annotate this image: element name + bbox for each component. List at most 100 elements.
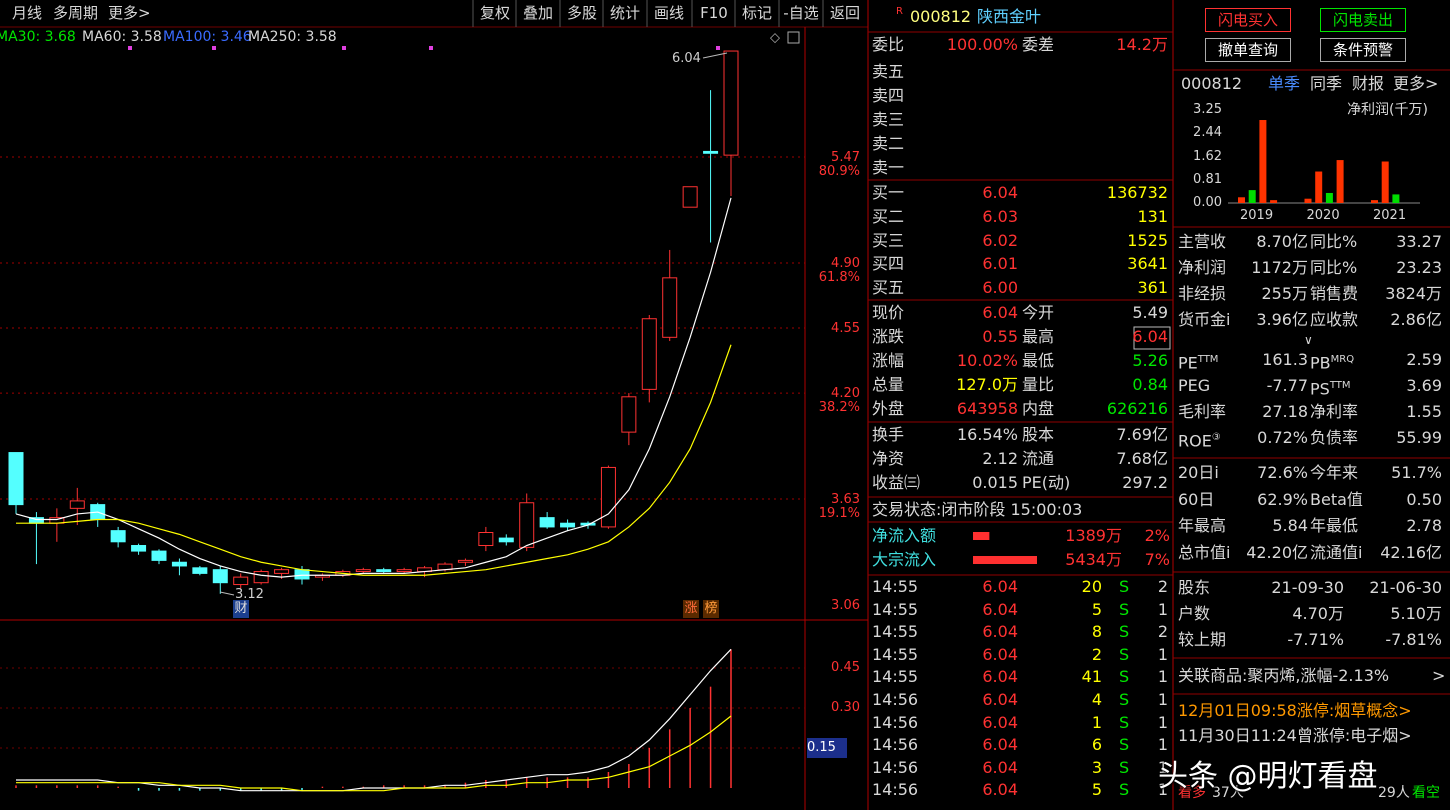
icon[interactable] xyxy=(787,31,800,44)
tick-side: S xyxy=(1119,577,1130,596)
action-button[interactable]: 闪电卖出 xyxy=(1320,8,1406,32)
toolbar-button[interactable]: 统计 xyxy=(609,4,640,22)
price: 6.03 xyxy=(982,206,1018,226)
value: 0.72% xyxy=(1257,428,1308,447)
tab[interactable]: 更多> xyxy=(1393,74,1439,93)
candle-body xyxy=(641,318,657,390)
candle-body xyxy=(131,545,147,552)
toolbar-item[interactable]: 月线 xyxy=(12,4,43,22)
label: 总市值i xyxy=(1178,542,1231,562)
y-tick-label: 0.81 xyxy=(1193,171,1222,187)
label-text: 毛利率 xyxy=(1178,402,1227,421)
sentiment: 37人 xyxy=(1212,785,1244,801)
tick-side: S xyxy=(1119,690,1130,709)
value: 51.7% xyxy=(1391,463,1442,482)
tab[interactable]: 单季 xyxy=(1268,74,1301,93)
tick-volume: 20 xyxy=(1081,577,1102,596)
label: Beta值 xyxy=(1310,489,1363,509)
stock-name: 陕西金叶 xyxy=(977,7,1042,26)
profit-bar xyxy=(1371,200,1378,203)
value: 23.23 xyxy=(1396,258,1442,277)
candle-body xyxy=(682,186,698,208)
label: 非经损 xyxy=(1178,284,1227,303)
toolbar-button[interactable]: 画线 xyxy=(653,4,684,22)
volume: 3641 xyxy=(1127,254,1168,274)
label: 负债率 xyxy=(1310,428,1358,448)
profit-bar xyxy=(1315,171,1323,203)
tick-time: 14:55 xyxy=(872,644,919,664)
icon[interactable]: ◇ xyxy=(770,29,780,44)
tick-volume: 3 xyxy=(1091,757,1102,777)
value: 21-09-30 xyxy=(1271,578,1344,597)
value: 626216 xyxy=(1106,399,1168,418)
tick-time: 14:56 xyxy=(872,735,919,755)
value: 100.00% xyxy=(946,35,1018,54)
tick-price: 6.04 xyxy=(982,735,1018,755)
toolbar-item[interactable]: 更多> xyxy=(108,4,151,22)
price-tick-label: 3.06 xyxy=(831,598,860,613)
value: 42.16亿 xyxy=(1380,542,1442,562)
value: 297.2 xyxy=(1122,473,1168,492)
value: 8.70亿 xyxy=(1256,232,1308,251)
label: 买二 xyxy=(872,206,905,226)
toolbar-button[interactable]: 标记 xyxy=(741,4,772,22)
toolbar-button[interactable]: F10 xyxy=(700,4,728,22)
label: 较上期 xyxy=(1178,630,1227,649)
trade-status: 交易状态:闭市阶段 15:00:03 xyxy=(872,500,1083,519)
action-button[interactable]: 撤单查询 xyxy=(1205,38,1291,62)
tick-price: 6.04 xyxy=(982,577,1018,596)
label-text: PE xyxy=(1178,353,1198,373)
value: 2.78 xyxy=(1406,516,1442,535)
tab[interactable]: 财报 xyxy=(1352,74,1385,93)
toolbar-button[interactable]: 叠加 xyxy=(522,4,553,22)
label: 主营收 xyxy=(1178,232,1227,251)
tick-price: 6.04 xyxy=(982,690,1018,709)
label: 货币金i xyxy=(1178,310,1231,329)
candle-body xyxy=(110,530,126,543)
label-text: ROE xyxy=(1178,431,1212,451)
price-tick-label: 4.90 xyxy=(831,255,860,271)
volume: 1525 xyxy=(1127,230,1168,250)
low-annotation: 3.12 xyxy=(235,587,264,602)
tick-price: 6.04 xyxy=(982,644,1018,664)
candle-body xyxy=(498,537,514,543)
price: 6.00 xyxy=(982,278,1018,298)
badge: 榜 xyxy=(703,600,719,618)
toolbar-button[interactable]: 返回 xyxy=(829,4,860,22)
value: 4.70万 xyxy=(1292,604,1344,623)
value: 643958 xyxy=(956,399,1018,418)
action-button[interactable]: 条件预警 xyxy=(1320,38,1406,62)
value: 0.55 xyxy=(982,327,1018,346)
profit-bar xyxy=(1336,160,1344,203)
label-text: PB xyxy=(1310,353,1331,373)
tab[interactable]: 同季 xyxy=(1310,74,1343,93)
price: 6.04 xyxy=(982,183,1018,202)
action-button[interactable]: 闪电买入 xyxy=(1205,8,1291,32)
price: 6.02 xyxy=(982,230,1018,250)
tick-price: 6.04 xyxy=(982,780,1018,800)
tick-time: 14:55 xyxy=(872,622,919,642)
related-arrow[interactable]: > xyxy=(1432,666,1446,685)
expand-toggle[interactable]: ∨ xyxy=(1304,333,1313,347)
tick-price: 6.04 xyxy=(982,599,1018,619)
tick-count: 2 xyxy=(1157,577,1168,596)
candle-body xyxy=(396,569,412,573)
tick-count: 1 xyxy=(1157,644,1168,664)
tick-count: 1 xyxy=(1157,690,1168,709)
candle-body xyxy=(539,517,555,528)
news-item[interactable]: 12月01日09:58涨停:烟草概念> xyxy=(1178,701,1412,720)
label: 买四 xyxy=(872,254,905,274)
label: 60日 xyxy=(1178,489,1215,509)
label-sup: ③ xyxy=(1211,432,1221,443)
related-link[interactable]: 关联商品:聚丙烯,涨幅-2.13% xyxy=(1178,666,1390,685)
toolbar-button[interactable]: 复权 xyxy=(479,4,510,22)
news-item[interactable]: 11月30日11:24曾涨停:电子烟> xyxy=(1178,726,1412,745)
toolbar-button[interactable]: 多股 xyxy=(566,4,597,22)
candle-body xyxy=(274,569,290,574)
label: 最高 xyxy=(1022,327,1055,346)
label: 买一 xyxy=(872,183,905,202)
y-tick-label: 3.25 xyxy=(1193,102,1222,117)
toolbar-item[interactable]: 多周期 xyxy=(53,4,99,22)
toolbar-button[interactable]: -自选 xyxy=(783,4,819,22)
value: 2.86亿 xyxy=(1390,310,1442,329)
